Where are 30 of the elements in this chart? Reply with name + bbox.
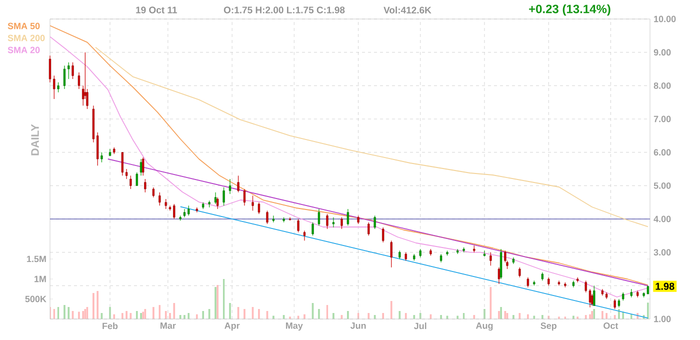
x-tick-label: Feb	[102, 322, 118, 330]
annotation: 1.98	[656, 282, 674, 290]
x-tick-label: Oct	[604, 322, 618, 329]
text: DAILY	[31, 124, 39, 156]
y-tick-label: 1.00	[654, 316, 671, 322]
y-tick-label: 6.00	[654, 149, 671, 156]
y-tick-label: 9.00	[654, 49, 671, 56]
text: +0.23 (13.14%)	[529, 4, 610, 16]
x-tick-label: Sep	[540, 322, 557, 331]
y-tick-label: 10.00	[654, 16, 676, 22]
x-tick-label: May	[286, 322, 303, 331]
text: O:1.75 H:2.00 L:1.75 C:1.98	[224, 6, 345, 14]
y2-tick-label: 500K	[25, 296, 46, 302]
y-tick-label: 8.00	[654, 82, 671, 89]
x-tick-label: Mar	[160, 322, 176, 329]
series-label: SMA 20	[8, 46, 40, 54]
x-tick-label: Apr	[224, 322, 240, 331]
x-tick-label: Jun	[350, 322, 366, 329]
x-tick-label: Aug	[476, 322, 493, 331]
text: Vol:412.6K	[384, 6, 432, 14]
y-tick-label: 4.00	[654, 216, 671, 222]
text: 19 Oct 11	[136, 6, 177, 14]
y-tick-label: 5.00	[654, 182, 671, 189]
text: SMA 200	[8, 34, 45, 42]
series-label: SMA 50	[8, 22, 40, 30]
x-tick-label: Jul	[414, 322, 426, 330]
y2-tick-label: 1.5M	[27, 256, 46, 262]
y-tick-label: 3.00	[654, 249, 671, 256]
y2-tick-label: 1M	[34, 276, 46, 282]
y-tick-label: 7.00	[654, 116, 671, 122]
